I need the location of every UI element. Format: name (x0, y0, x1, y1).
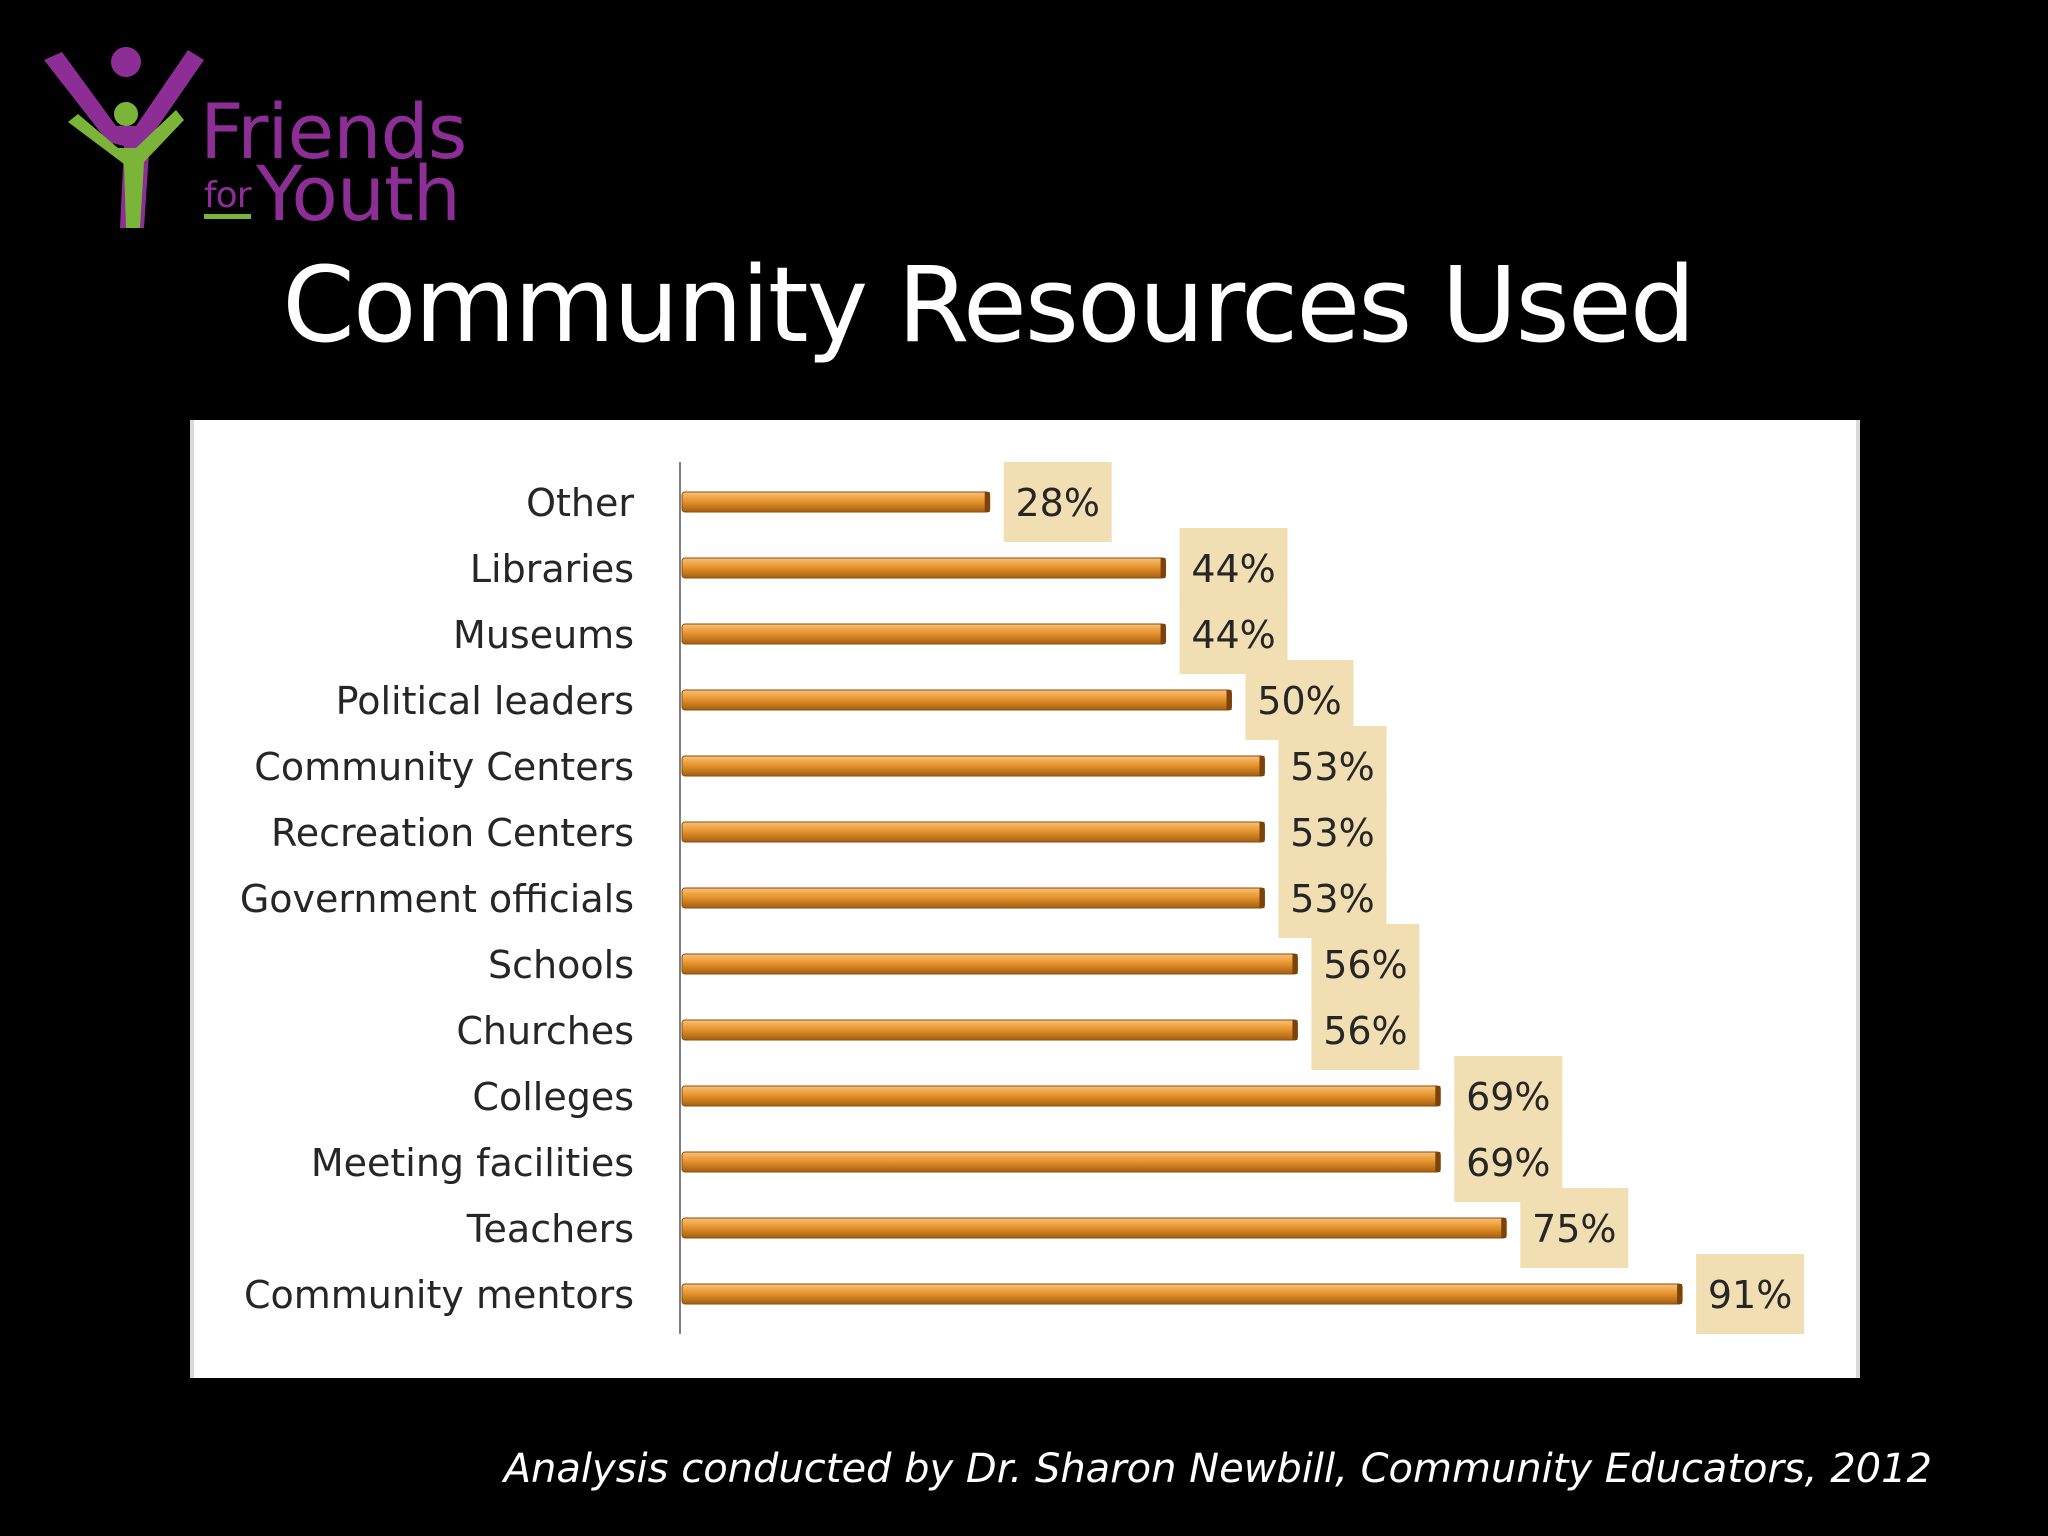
data-label: 69% (1466, 1141, 1550, 1185)
bar-end-cap (1259, 822, 1265, 842)
bar (681, 1151, 1441, 1173)
data-label: 53% (1290, 811, 1374, 855)
bar-end-cap (984, 492, 990, 512)
friends-for-youth-logo: Friends for Youth (38, 42, 478, 242)
source-caption: Analysis conducted by Dr. Sharon Newbill… (503, 1446, 1932, 1492)
category-label: Colleges (472, 1075, 634, 1119)
bar-end-cap (1292, 1020, 1298, 1040)
data-label-background (1311, 990, 1420, 1070)
bar-end-cap (1435, 1086, 1441, 1106)
bar-chart: Other 28% Libraries 44% Museums 44% Political … (240, 462, 1805, 1334)
data-label: 91% (1708, 1273, 1792, 1317)
category-label: Museums (453, 613, 634, 657)
logo-word-for: for (204, 178, 251, 219)
bar (681, 1019, 1298, 1041)
bar (681, 1217, 1507, 1239)
bar (681, 1085, 1441, 1107)
page-title: Community Resources Used (282, 244, 1695, 366)
bar-end-cap (1160, 624, 1166, 644)
category-label: Community Centers (254, 745, 634, 789)
bar-end-cap (1259, 756, 1265, 776)
bar (681, 887, 1265, 909)
category-label: Meeting facilities (311, 1141, 634, 1185)
category-label: Teachers (466, 1207, 634, 1251)
bar (681, 755, 1265, 777)
bar-end-cap (1259, 888, 1265, 908)
logo-word-youth: Youth (256, 149, 461, 238)
bar-end-cap (1501, 1218, 1507, 1238)
logo-word-friends: Friends (200, 87, 467, 176)
bar (681, 491, 991, 513)
data-label-background (1003, 462, 1112, 542)
category-label: Community mentors (244, 1273, 634, 1317)
data-label: 44% (1191, 547, 1275, 591)
data-label: 28% (1015, 481, 1099, 525)
data-label: 53% (1290, 745, 1374, 789)
bar-chart-panel: Other 28% Libraries 44% Museums 44% Political … (190, 420, 1860, 1378)
data-label: 53% (1290, 877, 1374, 921)
bar (681, 1283, 1683, 1305)
data-label-background (1520, 1188, 1629, 1268)
bar (681, 689, 1232, 711)
bar (681, 623, 1167, 645)
bar-end-cap (1160, 558, 1166, 578)
category-label: Recreation Centers (271, 811, 634, 855)
bar (681, 953, 1298, 975)
bar-end-cap (1435, 1152, 1441, 1172)
bar (681, 821, 1265, 843)
data-label-background (1696, 1254, 1805, 1334)
category-label: Political leaders (336, 679, 634, 723)
category-label: Government officials (240, 877, 634, 921)
bar (681, 557, 1167, 579)
data-label: 56% (1323, 943, 1407, 987)
category-label: Churches (456, 1009, 634, 1053)
category-label: Other (526, 481, 634, 525)
category-label: Schools (488, 943, 634, 987)
bar-end-cap (1226, 690, 1232, 710)
bar-end-cap (1677, 1284, 1683, 1304)
logo-figures-icon (44, 47, 204, 228)
category-label: Libraries (470, 547, 634, 591)
data-label: 50% (1257, 679, 1341, 723)
data-label: 44% (1191, 613, 1275, 657)
data-label: 69% (1466, 1075, 1550, 1119)
bar-end-cap (1292, 954, 1298, 974)
data-label: 56% (1323, 1009, 1407, 1053)
data-label: 75% (1532, 1207, 1616, 1251)
